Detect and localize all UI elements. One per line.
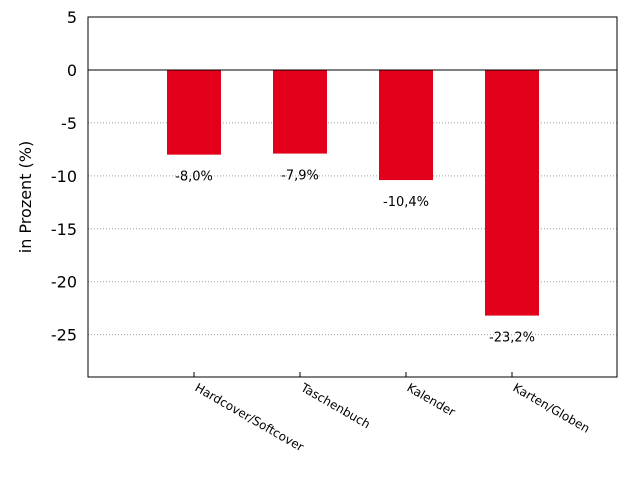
y-axis-title: in Prozent (%) (16, 141, 35, 253)
data-labels: -8,0% -7,9% -10,4% -23,2% (175, 169, 535, 346)
y-tick-label: -15 (51, 220, 77, 239)
bar (273, 69, 327, 154)
y-tick-label: 5 (67, 8, 77, 27)
x-tick-label: Taschenbuch (298, 380, 373, 431)
x-tick-label: Hardcover/Softcover (193, 380, 307, 454)
data-label: -23,2% (489, 331, 535, 346)
bar (167, 69, 221, 155)
y-tick-label: -5 (61, 114, 77, 133)
y-tick-label: -20 (51, 273, 77, 292)
data-label: -10,4% (383, 195, 429, 210)
gridlines (88, 122, 617, 336)
bar (485, 69, 539, 316)
data-label: -8,0% (175, 170, 213, 185)
bar (379, 69, 433, 181)
x-tick-label: Kalender (405, 380, 458, 419)
plot-frame (87, 16, 618, 378)
y-axis: 5 0 -5 -10 -15 -20 -25 (51, 8, 77, 345)
x-tick-label: Karten/Globen (511, 380, 593, 435)
y-tick-label: 0 (67, 61, 77, 80)
y-tick-label: -10 (51, 167, 77, 186)
y-tick-label: -25 (51, 326, 77, 345)
data-label: -7,9% (281, 169, 319, 184)
bars (167, 69, 539, 316)
